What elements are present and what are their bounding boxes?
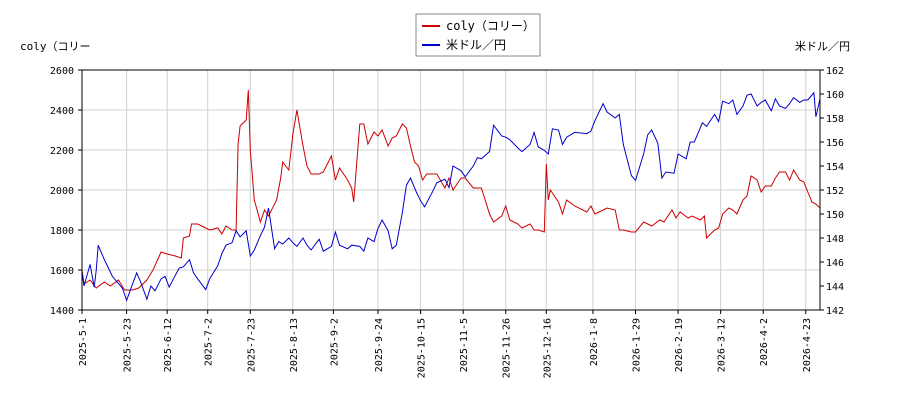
x-tick-label: 2026-2-19	[674, 318, 685, 372]
x-tick-label: 2026-1-8	[589, 318, 600, 366]
x-tick-label: 2025-11-5	[459, 318, 470, 372]
legend-box	[415, 13, 541, 57]
legend-label-coly: coly（コリー）	[446, 19, 535, 33]
y-left-tick-label: 2000	[50, 186, 74, 197]
y-right-tick-label: 146	[826, 258, 844, 269]
y-right-tick-label: 156	[826, 138, 844, 149]
x-tick-label: 2025-7-23	[246, 318, 257, 372]
x-tick-label: 2025-9-2	[329, 318, 340, 366]
x-tick-label: 2025-12-16	[542, 318, 553, 378]
y-right-tick-label: 150	[826, 210, 844, 221]
y-right-tick-label: 152	[826, 186, 844, 197]
y-axis-right-label: 米ドル／円	[795, 40, 850, 53]
x-tick-label: 2026-4-2	[759, 318, 770, 366]
x-tick-label: 2025-8-13	[289, 318, 300, 372]
y-left-tick-label: 2600	[50, 66, 74, 77]
y-right-tick-label: 154	[826, 162, 844, 173]
x-tick-label: 2025-5-1	[78, 318, 89, 366]
y-right-tick-label: 160	[826, 90, 844, 101]
tick-labels: 1400 1600 1800 2000 2200 2400 2600 142 144 146 148…	[50, 66, 844, 378]
y-left-tick-label: 1400	[50, 306, 74, 317]
x-tick-label: 2025-6-12	[163, 318, 174, 372]
legend: coly（コリー） 米ドル／円	[415, 13, 541, 57]
y-left-tick-label: 2400	[50, 106, 74, 117]
x-tick-label: 2025-5-23	[123, 318, 134, 372]
y-right-tick-label: 162	[826, 66, 844, 77]
x-tick-label: 2025-10-15	[417, 318, 428, 378]
legend-label-usdjpy: 米ドル／円	[446, 38, 506, 52]
y-right-tick-label: 142	[826, 306, 844, 317]
series-line-usdjpy	[81, 91, 821, 302]
x-tick-label: 2026-1-29	[632, 318, 643, 372]
x-tick-label: 2026-4-23	[802, 318, 813, 372]
x-tick-label: 2025-9-24	[374, 318, 385, 372]
x-tick-label: 2025-7-2	[204, 318, 215, 366]
y-right-tick-label: 158	[826, 114, 844, 125]
series-layer	[81, 89, 821, 302]
y-left-tick-label: 1800	[50, 226, 74, 237]
y-axis-left-label: coly（コリー	[20, 40, 91, 53]
grid-lines	[81, 69, 820, 311]
axes	[78, 69, 824, 314]
x-tick-label: 2026-3-12	[717, 318, 728, 372]
x-tick-label: 2025-11-26	[502, 318, 513, 378]
y-right-tick-label: 148	[826, 234, 844, 245]
y-left-tick-label: 2200	[50, 146, 74, 157]
y-right-tick-label: 144	[826, 282, 844, 293]
plot-frame	[81, 69, 821, 311]
y-left-tick-label: 1600	[50, 266, 74, 277]
